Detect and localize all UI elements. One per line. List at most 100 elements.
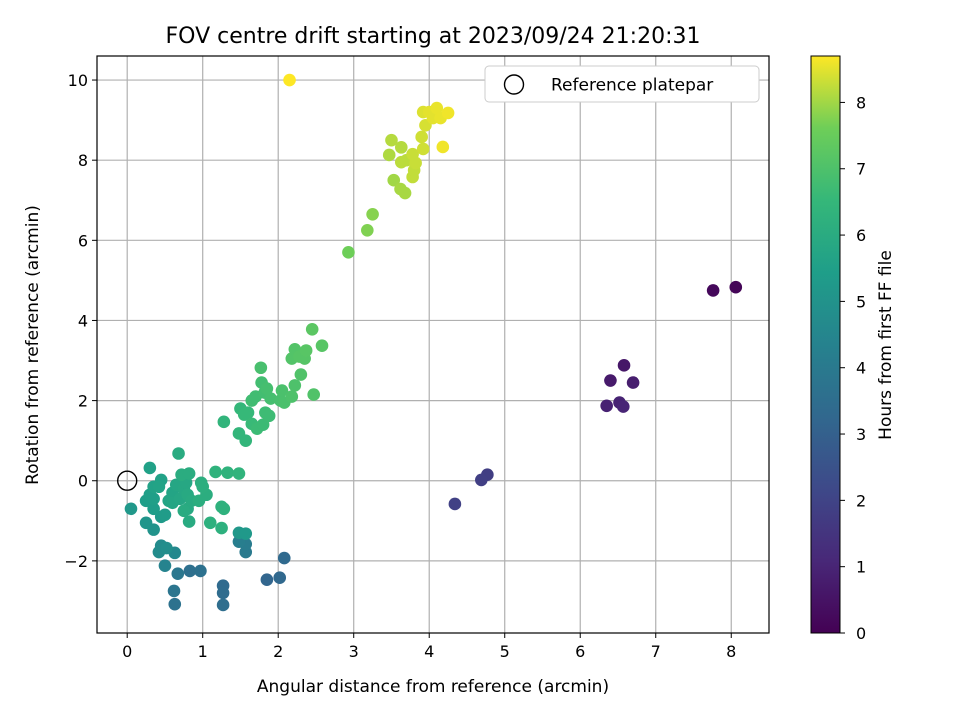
colorbar-ticks: 0 1 2 3 4 5 6 7 8 [840,93,866,643]
data-point [262,409,276,423]
colorbar-gradient [810,55,841,634]
data-point [256,418,270,431]
data-point [394,141,408,154]
data-point [217,502,231,516]
plot-frame [96,55,770,634]
data-point [273,571,287,585]
y-tick-label: −2 [64,552,88,571]
legend-marker [503,74,525,95]
x-tick-label: 0 [122,642,132,661]
x-tick-label: 5 [500,642,510,661]
y-tick-label: 4 [78,311,88,330]
colorbar-tick-label: 4 [856,359,866,378]
data-point [182,467,196,480]
data-point [616,400,630,413]
data-point [194,564,207,578]
colorbar-tick-label: 3 [856,425,866,444]
data-point [385,133,398,147]
data-point [315,339,329,353]
data-point [294,368,308,381]
data-point [216,598,230,612]
data-point [203,516,217,530]
data-point [436,140,450,154]
data-point [194,476,208,490]
colorbar-tick-label: 5 [856,292,866,311]
data-point [147,502,160,516]
data-point [215,521,228,535]
legend-box [484,65,760,103]
y-tick-label: 10 [68,71,88,90]
colorbar-tick-label: 8 [856,93,866,112]
data-point [239,527,253,540]
data-point [430,101,444,115]
data-point [124,502,138,516]
data-point [475,473,488,487]
colorbar-tick-label: 2 [856,491,866,510]
data-point [277,551,291,565]
data-point [706,284,720,297]
x-tick-label: 2 [273,642,283,661]
data-point [729,280,743,294]
data-point [160,541,173,555]
x-tick-label: 8 [726,642,736,661]
data-point [448,497,462,511]
reference-platepar-marker [117,470,138,491]
data-point [441,106,455,120]
data-point [604,374,617,387]
data-point [342,246,355,259]
data-point [183,564,197,578]
data-point [305,322,319,336]
data-point [232,467,246,480]
data-point [415,130,428,144]
colorbar-tick-label: 0 [856,624,866,643]
data-point [366,207,379,221]
colorbar-tick-label: 1 [856,558,866,577]
data-point [171,567,185,580]
data-point [626,376,640,389]
data-point [617,359,631,372]
data-point [382,148,396,162]
y-tick-label: 2 [78,392,88,411]
data-point [177,504,191,518]
colorbar: 0 1 2 3 4 5 6 7 8 Hours from first FF file [810,55,896,643]
data-point [168,597,182,611]
x-tick-label: 1 [198,642,208,661]
y-axis-label: Rotation from reference (arcmin) [23,205,43,485]
data-point [299,344,313,357]
data-point [307,388,321,401]
data-point [285,390,299,403]
x-axis-ticks: 0 1 2 3 4 5 6 7 8 [122,633,736,661]
data-point [152,480,166,494]
data-point [416,142,430,156]
data-point [216,586,230,600]
data-point [260,382,274,395]
data-points [124,73,743,612]
colorbar-label: Hours from first FF file [876,250,896,440]
data-point [143,461,157,475]
data-point [139,516,153,530]
data-point [239,434,253,447]
x-axis-label: Angular distance from reference (arcmin) [257,677,609,697]
legend-label: Reference platepar [551,76,713,96]
data-point [209,465,222,479]
data-point [158,508,172,522]
chart-title: FOV centre drift starting at 2023/09/24 … [166,24,701,49]
colorbar-tick-label: 7 [856,160,866,179]
data-point [398,186,412,200]
y-tick-label: 0 [78,472,88,491]
data-point [264,392,277,405]
data-point [254,361,268,375]
data-point [241,406,255,419]
x-tick-label: 4 [424,642,434,661]
x-tick-label: 7 [651,642,661,661]
x-tick-label: 3 [349,642,359,661]
colorbar-tick-label: 6 [856,226,866,245]
data-point [221,466,234,480]
data-point [361,224,374,237]
y-tick-label: 6 [78,231,88,250]
data-point [288,379,302,392]
data-point [167,584,181,598]
data-point [217,415,231,429]
data-point [406,147,419,161]
